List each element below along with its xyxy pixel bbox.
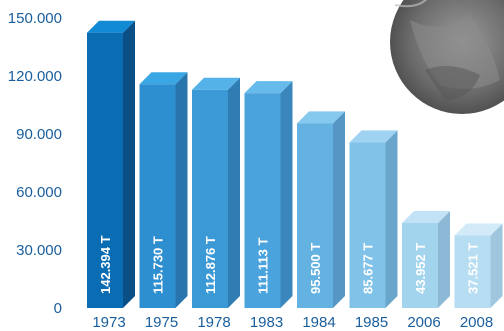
bar-side	[228, 77, 240, 308]
bar-front	[402, 223, 438, 308]
bar-1978	[192, 77, 240, 308]
data-label: 37.521 T	[466, 243, 481, 294]
bar-top	[87, 20, 135, 33]
x-tick-label: 1978	[197, 314, 230, 331]
bar-top	[349, 130, 398, 143]
y-tick-label: 90.000	[16, 126, 62, 143]
x-tick-label: 1985	[355, 314, 388, 331]
bar-top	[139, 72, 188, 85]
globe-decoration-icon	[390, 0, 504, 114]
bar-1985	[349, 130, 398, 308]
data-label: 111.113 T	[256, 238, 271, 294]
bar-top	[402, 211, 450, 224]
y-tick-label: 0	[54, 300, 62, 317]
y-tick-label: 60.000	[16, 184, 62, 201]
data-label: 85.677 T	[361, 243, 376, 294]
data-label: 142.394 T	[98, 235, 113, 294]
bar-top	[454, 223, 503, 236]
x-tick-label: 2008	[460, 314, 493, 331]
y-axis: 0 30.000 60.000 90.000 120.000 150.000	[8, 10, 62, 317]
y-tick-label: 30.000	[16, 242, 62, 259]
bar-front	[297, 123, 333, 308]
bar-1984	[297, 111, 345, 308]
bar-2006	[402, 211, 450, 308]
y-tick-label: 120.000	[8, 68, 62, 85]
bar-front	[349, 142, 386, 308]
data-label: 43.952 T	[413, 243, 428, 294]
x-tick-label: 1984	[302, 314, 335, 331]
bar-side	[280, 81, 293, 308]
bar-side	[385, 130, 398, 308]
bar-top	[297, 111, 345, 124]
x-tick-label: 1983	[250, 314, 283, 331]
bar-side	[438, 211, 450, 308]
data-label: 95.500 T	[308, 243, 323, 294]
bar-side	[333, 111, 345, 308]
x-tick-label: 1973	[92, 314, 125, 331]
bar-front	[244, 93, 281, 308]
bar-front	[87, 32, 123, 309]
labels: 142.394 T 1973 115.730 T 1975 112.876 T 1978 1…	[92, 235, 493, 331]
bar-side	[175, 72, 188, 308]
bars	[87, 20, 503, 309]
bar-front	[192, 89, 228, 308]
data-label: 112.876 T	[203, 236, 218, 294]
data-label: 115.730 T	[151, 236, 166, 294]
bar-top	[192, 77, 240, 90]
bar-front	[139, 84, 176, 308]
x-tick-label: 1975	[145, 314, 178, 331]
bar-top	[244, 81, 293, 94]
bar-front	[454, 235, 491, 308]
bar-1973	[87, 20, 135, 309]
y-tick-label: 150.000	[8, 10, 62, 27]
bar-2008	[454, 223, 503, 308]
bar-side	[123, 20, 135, 309]
bar-side	[490, 223, 503, 308]
x-tick-label: 2006	[407, 314, 440, 331]
bar-1975	[139, 72, 188, 308]
bar-1983	[244, 81, 293, 308]
